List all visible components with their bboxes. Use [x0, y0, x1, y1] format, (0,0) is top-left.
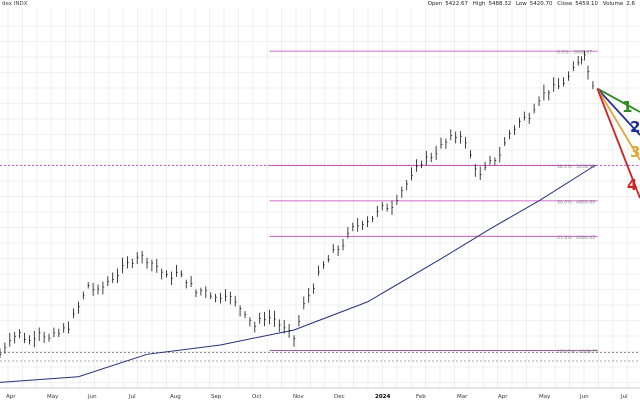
- scenario-path-2: [596, 87, 640, 136]
- x-tick-label: Feb: [416, 394, 426, 400]
- scenario-label-2: 2: [630, 118, 640, 136]
- ohlc-readout: Open 5422.67 High 5488.32 Low 5420.70 Close…: [428, 1, 638, 7]
- x-tick-label: Mar: [457, 394, 468, 400]
- low-value: 5420.70: [529, 1, 553, 7]
- x-tick-label: 2024: [375, 394, 390, 400]
- x-tick-label: Sep: [211, 394, 222, 400]
- fib-level-label: 38.2% : 5058.98: [557, 164, 595, 170]
- scenario-path-1: [596, 87, 640, 113]
- close-label: Close: [557, 1, 573, 7]
- open-label: Open: [427, 1, 443, 7]
- volume-label: Volume: [602, 1, 624, 7]
- x-tick-label: Nov: [293, 394, 304, 400]
- scenario-label-4: 4: [627, 176, 637, 194]
- instrument-title: dex INDX: [2, 1, 28, 7]
- fib-level-label: 0.0% : 5669.67: [557, 50, 592, 56]
- fib-level-label: 61.8% : 4680.43: [557, 235, 595, 241]
- moving-average-line: [0, 164, 596, 383]
- x-tick-label: May: [47, 394, 59, 400]
- high-value: 5488.32: [488, 1, 512, 7]
- x-tick-label: Oct: [252, 394, 262, 400]
- x-tick-label: Jul: [620, 394, 628, 400]
- scenario-label-1: 1: [622, 98, 632, 116]
- scenario-path-3: [596, 88, 640, 161]
- x-tick-label: Jun: [579, 394, 589, 400]
- scenario-label-3: 3: [630, 143, 640, 161]
- x-tick-label: Apr: [6, 394, 16, 400]
- fib-level-label: 50.0% : 4869.69: [557, 199, 595, 205]
- x-tick-label: Jul: [128, 394, 136, 400]
- low-label: Low: [515, 1, 527, 7]
- open-value: 5422.67: [445, 1, 469, 7]
- high-label: High: [472, 1, 486, 7]
- x-tick-label: Apr: [498, 394, 508, 400]
- scenario-path-4: [596, 88, 640, 199]
- x-tick-label: Aug: [170, 394, 181, 400]
- close-value: 5459.10: [575, 1, 599, 7]
- x-tick-label: May: [539, 394, 551, 400]
- x-tick-label: Dec: [334, 394, 345, 400]
- x-tick-label: Jun: [87, 394, 97, 400]
- fib-level-label: 100.0% : 4069.71: [557, 349, 598, 355]
- volume-value: 2.6: [626, 1, 635, 7]
